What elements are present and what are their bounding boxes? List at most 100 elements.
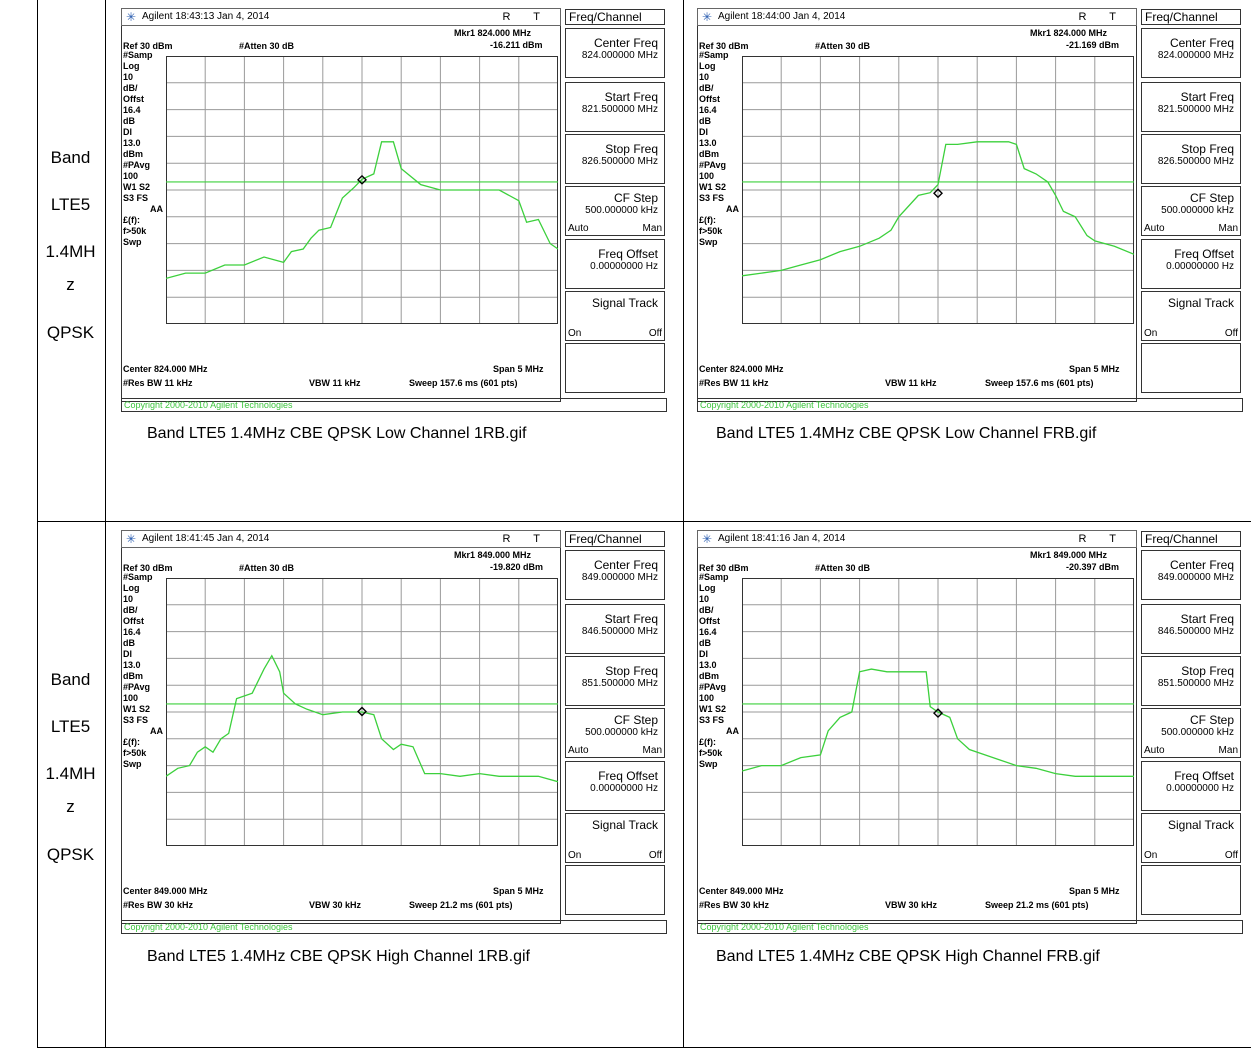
attenuation: #Atten 30 dB [815,563,871,573]
softkey-signal-track[interactable]: Signal Track On Off [565,813,665,863]
spectrum-screenshot: ✳ Agilent 18:43:13 Jan 4, 2014 R T Freq/Cha… [121,8,667,412]
softkey-empty[interactable] [565,865,665,915]
center-frequency: Center 824.000 MHz [123,364,208,374]
left-annotation: 13.0 [123,660,141,670]
softkey-center-freq[interactable]: Center Freq 824.000000 MHz [1141,28,1241,78]
left-annotation: 16.4 [123,627,141,637]
center-frequency: Center 849.000 MHz [123,886,208,896]
softkey-label: Signal Track [1167,818,1234,832]
video-bandwidth: VBW 11 kHz [885,378,937,388]
softkey-cf-step[interactable]: CF Step 500.000000 kHz Auto Man [565,708,665,758]
softkey-label: Signal Track [591,818,658,832]
softkey-freq-offset[interactable]: Freq Offset 0.00000000 Hz [1141,239,1241,289]
marker-diamond [357,706,367,717]
softkey-label: Center Freq [593,558,658,572]
left-annotation: S3 FS [699,715,725,725]
softkey-freq-offset[interactable]: Freq Offset 0.00000000 Hz [565,239,665,289]
left-annotation: Offst [123,94,144,104]
softkey-label: Stop Freq [1181,664,1234,678]
softkey-freq-offset[interactable]: Freq Offset 0.00000000 Hz [1141,761,1241,811]
softkey-freq-offset[interactable]: Freq Offset 0.00000000 Hz [565,761,665,811]
softkey-cf-step[interactable]: CF Step 500.000000 kHz Auto Man [1141,708,1241,758]
row-label-mod: QPSK [46,323,95,342]
analyzer-status-bar: ✳ Agilent 18:41:45 Jan 4, 2014 R T [121,530,561,548]
reference-level: Ref 30 dBm [123,41,173,51]
softkey-value: 0.00000000 Hz [1166,783,1234,794]
softkey-start-freq[interactable]: Start Freq 846.500000 MHz [1141,604,1241,654]
softkey-value: 824.000000 MHz [1157,50,1234,61]
spectrum-screenshot: ✳ Agilent 18:41:16 Jan 4, 2014 R T Freq/Cha… [697,530,1243,934]
analyzer-status-bar: ✳ Agilent 18:44:00 Jan 4, 2014 R T [697,8,1137,26]
softkey-center-freq[interactable]: Center Freq 849.000000 MHz [565,550,665,600]
softkey-label: Start Freq [1180,612,1234,626]
softkey-value: 0.00000000 Hz [1166,261,1234,272]
left-annotation: 16.4 [123,105,141,115]
softkey-stop-freq[interactable]: Stop Freq 851.500000 MHz [1141,656,1241,706]
spectrum-screenshot: ✳ Agilent 18:44:00 Jan 4, 2014 R T Freq/Cha… [697,8,1243,412]
softkey-signal-track[interactable]: Signal Track On Off [1141,813,1241,863]
marker-diamond [933,708,943,719]
softkey-option-b: Man [1218,223,1238,234]
left-annotation: W1 S2 [123,704,151,714]
softkey-stop-freq[interactable]: Stop Freq 826.500000 MHz [565,134,665,184]
left-annotation-column: #Samp Log 10 dB/Offst 16.4 dB Dl 13.0 dBm #PAvg 10… [699,50,739,248]
softkey-center-freq[interactable]: Center Freq 824.000000 MHz [565,28,665,78]
plot-border [166,56,558,324]
softkey-stop-freq[interactable]: Stop Freq 851.500000 MHz [565,656,665,706]
left-annotation: 16.4 [699,105,717,115]
softkey-option-a: Auto [1144,745,1165,756]
softkey-start-freq[interactable]: Start Freq 821.500000 MHz [565,82,665,132]
softkey-option-b: Man [642,745,662,756]
softkey-cf-step[interactable]: CF Step 500.000000 kHz Auto Man [1141,186,1241,236]
resolution-bandwidth: #Res BW 30 kHz [699,900,770,910]
row-label-mod: QPSK [46,845,95,864]
softkey-value: 846.500000 MHz [1157,626,1234,637]
softkey-start-freq[interactable]: Start Freq 821.500000 MHz [1141,82,1241,132]
left-annotation: f>50k [699,748,723,758]
center-frequency: Center 849.000 MHz [699,886,784,896]
softkey-cf-step[interactable]: CF Step 500.000000 kHz Auto Man [565,186,665,236]
attenuation: #Atten 30 dB [815,41,871,51]
row-label-band: Band [50,148,91,167]
left-annotation: dBm [699,671,719,681]
left-annotation: Log [123,583,140,593]
softkey-label: Freq Offset [598,769,658,783]
softkey-center-freq[interactable]: Center Freq 849.000000 MHz [1141,550,1241,600]
softkey-value: 500.000000 kHz [585,727,658,738]
remote-trigger-indicator: R T [502,11,550,23]
plot-frame [697,548,1137,924]
left-annotation: AA [726,726,739,736]
softkey-option-a: Auto [1144,223,1165,234]
left-annotation: f>50k [699,226,723,236]
row-label-lte: LTE5 [50,717,91,736]
softkey-empty[interactable] [565,343,665,393]
softkey-signal-track[interactable]: Signal Track On Off [1141,291,1241,341]
softkey-value: 851.500000 MHz [581,678,658,689]
softkey-start-freq[interactable]: Start Freq 846.500000 MHz [565,604,665,654]
marker-diamond [357,174,367,185]
analyzer-title: Agilent 18:41:45 Jan 4, 2014 [142,533,270,544]
reference-level: Ref 30 dBm [699,41,749,51]
left-annotation: #Samp [699,572,729,582]
left-annotation: Log [699,583,716,593]
softkey-stop-freq[interactable]: Stop Freq 826.500000 MHz [1141,134,1241,184]
softkey-empty[interactable] [1141,343,1241,393]
softkey-label: Signal Track [591,296,658,310]
softkey-label: Freq Offset [1174,247,1234,261]
softkey-value: 849.000000 MHz [1157,572,1234,583]
softkey-empty[interactable] [1141,865,1241,915]
spectrum-screenshot: ✳ Agilent 18:41:45 Jan 4, 2014 R T Freq/Cha… [121,530,667,934]
spectrum-trace [742,668,1134,777]
left-annotation: W1 S2 [699,704,727,714]
video-bandwidth: VBW 30 kHz [309,900,362,910]
copyright-bar: Copyright 2000-2010 Agilent Technologies [121,920,667,934]
softkey-label: CF Step [613,191,658,205]
marker-frequency: Mkr1 849.000 MHz [1030,550,1108,560]
row-label-1: Band LTE5 1.4MH z QPSK [37,134,104,356]
row-label-band: Band [50,670,91,689]
softkey-value: 849.000000 MHz [581,572,658,583]
marker-frequency: Mkr1 824.000 MHz [454,28,532,38]
softkey-label: Start Freq [1180,90,1234,104]
softkey-signal-track[interactable]: Signal Track On Off [565,291,665,341]
screenshot-caption: Band LTE5 1.4MHz CBE QPSK High Channel 1… [147,948,530,965]
